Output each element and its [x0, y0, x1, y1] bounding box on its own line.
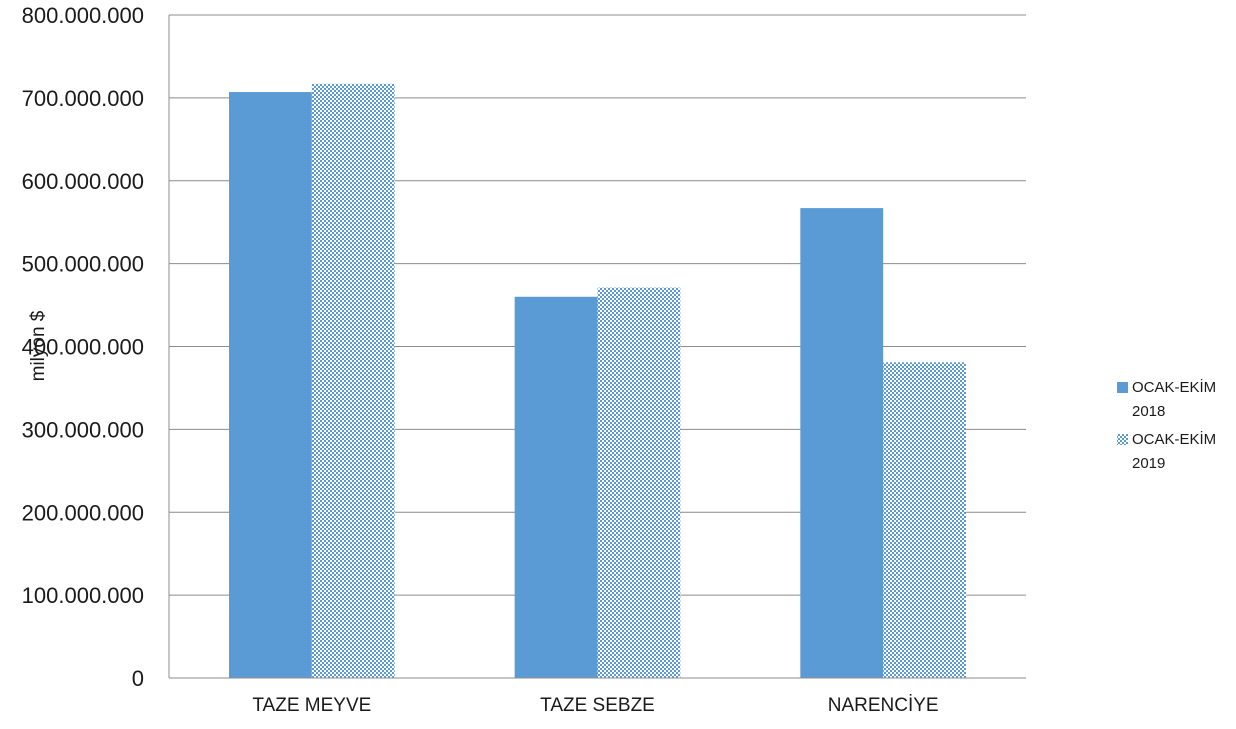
y-tick-label: 200.000.000: [22, 500, 144, 525]
bar-2019-1: [597, 287, 681, 678]
legend-label: 2019: [1132, 455, 1165, 472]
bar-2019-0: [311, 83, 395, 678]
y-tick-label: 700.000.000: [22, 86, 144, 111]
legend: OCAK-EKİM 2018 OCAK-EKİM 2019: [1117, 378, 1216, 472]
x-tick-label: TAZE SEBZE: [540, 695, 655, 716]
y-tick-label: 600.000.000: [22, 169, 144, 194]
y-tick-label: 800.000.000: [22, 3, 144, 28]
bar-2018-2: [800, 208, 884, 678]
legend-label: OCAK-EKİM: [1132, 378, 1216, 396]
legend-label: OCAK-EKİM: [1132, 430, 1216, 448]
y-axis-label: milyon $: [28, 310, 49, 381]
y-tick-label: 300.000.000: [22, 417, 144, 442]
legend-swatch: [1117, 434, 1128, 445]
bars: [228, 83, 967, 679]
legend-label: 2018: [1132, 403, 1165, 420]
y-tick-label: 0: [132, 666, 144, 691]
x-tick-label: TAZE MEYVE: [252, 695, 371, 716]
y-tick-label: 100.000.000: [22, 583, 144, 608]
bar-2019-2: [883, 362, 967, 678]
y-axis-tick-labels: 0 100.000.000 200.000.000 300.000.000 400.00…: [22, 3, 144, 691]
bar-2018-0: [228, 92, 312, 679]
bar-2018-1: [514, 296, 598, 678]
legend-swatch: [1117, 382, 1128, 393]
y-tick-label: 500.000.000: [22, 252, 144, 277]
x-tick-label: NARENCİYE: [828, 695, 939, 716]
y-tick-label: 400.000.000: [22, 335, 144, 360]
x-axis-category-labels: TAZE MEYVE TAZE SEBZE NARENCİYE: [252, 695, 938, 716]
